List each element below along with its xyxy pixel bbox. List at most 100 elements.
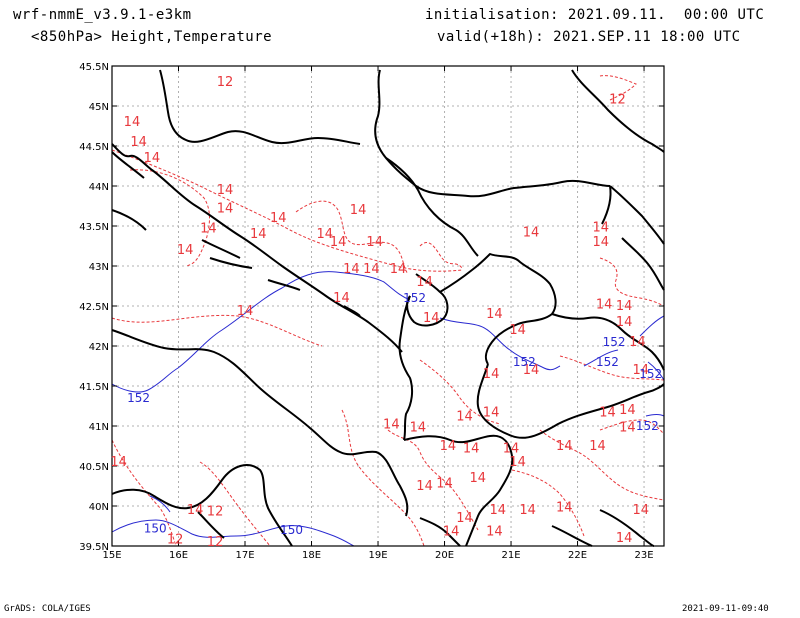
timestamp-text: 2021-09-11-09:40: [682, 604, 769, 614]
temperature-contour-label: 14: [503, 441, 520, 456]
credit-text: GrADS: COLA/IGES: [4, 604, 91, 614]
height-contour-label: 152: [403, 291, 426, 305]
lat-label: 42.5N: [79, 302, 109, 313]
temperature-contour-label: 14: [217, 201, 234, 216]
height-contour-label: 150: [144, 521, 167, 535]
temperature-contour-label: 14: [110, 455, 127, 470]
temperature-contour-label: 14: [619, 421, 636, 436]
temperature-contour-label: 14: [616, 299, 633, 314]
temperature-contour-label: 14: [330, 235, 347, 250]
lat-label: 39.5N: [79, 542, 109, 553]
temperature-contour-label: 14: [410, 421, 427, 436]
temperature-contour-label: 14: [366, 235, 383, 250]
temperature-contour-label: 14: [593, 235, 610, 250]
temperature-contour-lines: [111, 75, 665, 547]
lon-label: 23E: [635, 550, 654, 561]
temperature-contour-label: 14: [270, 211, 287, 226]
height-contour-label: 152: [639, 367, 662, 381]
temperature-contour-label: 14: [383, 417, 400, 432]
lon-label: 16E: [169, 550, 188, 561]
temperature-contour-label: 14: [616, 531, 633, 546]
temperature-contour-label: 14: [144, 151, 161, 166]
temperature-contour-label: 14: [523, 225, 540, 240]
lon-label: 19E: [369, 550, 388, 561]
temperature-contour-label: 14: [187, 503, 204, 518]
height-contour-label: 152: [636, 419, 659, 433]
temperature-contour-label: 14: [523, 363, 540, 378]
lon-label: 18E: [302, 550, 321, 561]
lat-label: 45N: [89, 102, 109, 113]
lat-label: 40N: [89, 502, 109, 513]
temperature-contour-label: 14: [593, 221, 610, 236]
height-contour-label: 152: [127, 391, 150, 405]
temperature-contour-label: 14: [509, 455, 526, 470]
longitude-labels: 15E 16E 17E 18E 19E 20E 21E 22E 23E: [102, 550, 653, 561]
lat-label: 40.5N: [79, 462, 109, 473]
temperature-contour-label: 14: [250, 227, 267, 242]
temperature-contour-label: 14: [124, 115, 141, 130]
temperature-contour-label: 14: [217, 183, 234, 198]
temperature-contour-label: 12: [217, 75, 234, 90]
temperature-contour-label: 14: [440, 439, 457, 454]
height-contour-label: 152: [513, 355, 536, 369]
temperature-contour-label: 14: [456, 409, 473, 424]
temperature-contour-label: 14: [596, 297, 613, 312]
temperature-contour-label: 14: [483, 405, 500, 420]
temperature-contour-label: 14: [632, 363, 649, 378]
temperature-contour-label: 14: [350, 203, 367, 218]
temperature-contour-label: 12: [207, 535, 224, 550]
initialisation-time: initialisation: 2021.09.11. 00:00 UTC: [425, 7, 765, 23]
height-contour-label: 152: [596, 355, 619, 369]
temperature-contour-label: 14: [436, 477, 453, 492]
lon-label: 17E: [235, 550, 254, 561]
lat-label: 44.5N: [79, 142, 109, 153]
lat-label: 44N: [89, 182, 109, 193]
coastlines-and-borders: [111, 69, 665, 547]
map-grid: [112, 66, 664, 546]
temperature-contour-label: 14: [470, 471, 487, 486]
temperature-contour-label: 14: [599, 405, 616, 420]
lat-label: 41.5N: [79, 382, 109, 393]
temperature-contour-label: 14: [629, 335, 646, 350]
temperature-contour-label: 14: [317, 227, 334, 242]
temperature-contour-label: 14: [589, 439, 606, 454]
height-contour-label: 150: [280, 523, 303, 537]
temperature-contour-label: 14: [463, 441, 480, 456]
temperature-contour-label: 14: [177, 243, 194, 258]
lat-label: 41N: [89, 422, 109, 433]
height-labels: 152 152 152 152 152 152 152 150 150: [127, 291, 662, 537]
temperature-contour-label: 14: [483, 367, 500, 382]
temperature-contour-label: 14: [363, 262, 380, 277]
height-contour-label: 152: [603, 335, 626, 349]
lat-label: 45.5N: [79, 62, 109, 73]
temperature-contour-label: 14: [130, 135, 147, 150]
temperature-contour-label: 14: [556, 501, 573, 516]
level-title: <850hPa> Height,Temperature: [31, 29, 273, 45]
temperature-contour-label: 14: [556, 439, 573, 454]
temperature-contour-label: 14: [333, 291, 350, 306]
temperature-contour-label: 14: [632, 503, 649, 518]
temperature-contour-label: 14: [616, 315, 633, 330]
temperature-contour-label: 12: [609, 93, 626, 108]
temperature-contour-label: 14: [519, 503, 536, 518]
temperature-contour-label: 14: [509, 323, 526, 338]
temperature-contour-label: 14: [423, 311, 440, 326]
temperature-contour-label: 14: [390, 262, 407, 277]
model-title: wrf-nmmE_v3.9.1-e3km: [13, 7, 192, 23]
lat-label: 43N: [89, 262, 109, 273]
temperature-contour-label: 14: [200, 221, 217, 236]
lon-label: 20E: [435, 550, 454, 561]
lat-label: 43.5N: [79, 222, 109, 233]
temperature-contour-label: 14: [619, 403, 636, 418]
lat-label: 42N: [89, 342, 109, 353]
temperature-contour-label: 12: [167, 533, 184, 548]
temperature-contour-label: 14: [443, 525, 460, 540]
valid-time: valid(+18h): 2021.SEP.11 18:00 UTC: [437, 29, 741, 45]
temperature-contour-label: 14: [486, 525, 503, 540]
temperature-contour-label: 12: [207, 505, 224, 520]
axis-ticks: [111, 65, 664, 547]
temperature-contour-label: 14: [237, 304, 254, 319]
temperature-contour-label: 14: [416, 275, 433, 290]
